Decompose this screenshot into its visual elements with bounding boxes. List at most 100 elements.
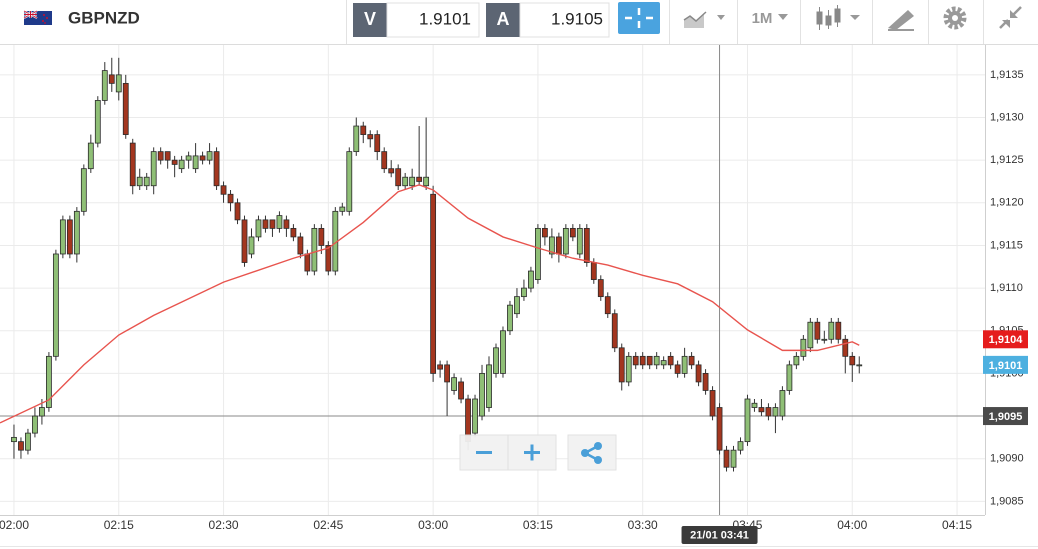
candle-body (87, 142, 94, 170)
zoom-in-button[interactable] (507, 434, 557, 471)
candle-body (248, 236, 255, 255)
candle-body (318, 227, 325, 246)
crosshair-price-label: 1,9095 (989, 411, 1023, 423)
crosshair-button[interactable] (618, 2, 660, 34)
period-button[interactable]: 1M (752, 10, 788, 27)
candle-body (164, 151, 171, 161)
x-tick-label: 04:00 (837, 518, 867, 532)
candle-body (115, 74, 122, 93)
zoom-controls (459, 434, 617, 471)
candle-body (667, 355, 674, 366)
plot-area: 1,90851,90901,90951,91001,91051,91101,91… (0, 45, 1038, 549)
y-tick-label: 1,9115 (990, 239, 1023, 251)
candle-body (828, 321, 835, 340)
candle-body (751, 402, 758, 408)
share-dot (594, 456, 602, 464)
candle-style-button[interactable] (816, 5, 860, 30)
candle-body (562, 227, 569, 255)
toolbar: GBPNZD V 1.9101 A 1.9105 1M (0, 0, 1038, 45)
candle-body (535, 227, 541, 280)
candle-body (458, 381, 464, 400)
candle-body (402, 176, 409, 187)
candle-body (653, 355, 660, 366)
candle-body (311, 227, 318, 272)
candle-body (800, 338, 807, 357)
candle-body (521, 287, 527, 298)
share-button[interactable] (567, 434, 617, 471)
candle-body (304, 253, 311, 272)
candle-body (604, 296, 611, 315)
candle-body (171, 159, 178, 165)
candle-body (94, 100, 101, 144)
candle-body (136, 176, 143, 187)
candle-body (80, 168, 87, 212)
buy-key: A (497, 9, 510, 29)
candle-body (821, 338, 828, 341)
y-tick-label: 1,9085 (990, 495, 1024, 507)
candle-body (430, 193, 437, 374)
candle-body (339, 206, 346, 212)
candle-body (555, 236, 562, 255)
candle-body (514, 296, 520, 315)
candle-body (597, 279, 604, 298)
candle-body (695, 364, 702, 383)
candle-body (548, 236, 555, 255)
candle-body (765, 407, 772, 417)
crosshair-time-tag (681, 526, 758, 544)
candle-body (325, 245, 332, 272)
candle-body (297, 236, 304, 255)
collapse-button[interactable] (999, 6, 1022, 29)
candle-body (493, 347, 499, 374)
candle-body (625, 355, 632, 383)
settings-button[interactable] (943, 6, 967, 30)
candle-body (681, 355, 688, 374)
share-dot (594, 442, 602, 450)
moving-average-line (0, 184, 860, 424)
price-tag (983, 330, 1028, 349)
crosshair-time-label: 21/01 03:41 (690, 529, 749, 541)
candle-body (234, 202, 241, 221)
candle-body (646, 355, 653, 366)
candle-body (709, 390, 716, 417)
candle-body (716, 407, 723, 451)
candle-body (416, 176, 423, 182)
candle-body (451, 377, 457, 391)
candle-body (395, 168, 402, 187)
crosshair-price-tag (983, 407, 1028, 426)
candle-body (18, 441, 24, 451)
x-tick-label: 03:30 (628, 518, 658, 532)
candle-body (507, 304, 513, 332)
candle-body (101, 70, 108, 101)
candle-body (290, 227, 297, 238)
zoom-out-button[interactable] (459, 434, 509, 471)
sell-button[interactable]: V 1.9101 (353, 2, 480, 38)
sell-key-bg (353, 3, 387, 37)
candle-body (283, 219, 290, 229)
candle-body (639, 355, 646, 366)
y-tick-label: 1,9135 (990, 69, 1024, 81)
candle-body (381, 151, 388, 170)
period: 1M (752, 10, 773, 27)
candle-body (346, 151, 353, 212)
candle-body (73, 210, 80, 255)
candle-body (178, 159, 185, 170)
candle-body (730, 449, 737, 468)
draw-button[interactable] (888, 10, 914, 31)
candle-body (674, 364, 681, 374)
candle-body (213, 151, 220, 187)
chart-type-button[interactable] (683, 11, 725, 28)
candle-body (199, 155, 206, 161)
candle-body (374, 134, 381, 153)
sell-price-bg (386, 2, 480, 38)
candle-body (25, 432, 31, 451)
candle-body (590, 262, 597, 280)
buy-button[interactable]: A 1.9105 (486, 2, 610, 38)
candle-body (737, 441, 744, 451)
candle-body (779, 390, 786, 417)
y-tick-label: 1,9090 (990, 453, 1024, 465)
candle-body (59, 219, 66, 255)
candle-body (66, 219, 73, 255)
sell-price: 1.9101 (419, 9, 471, 28)
candle-body (486, 364, 492, 408)
